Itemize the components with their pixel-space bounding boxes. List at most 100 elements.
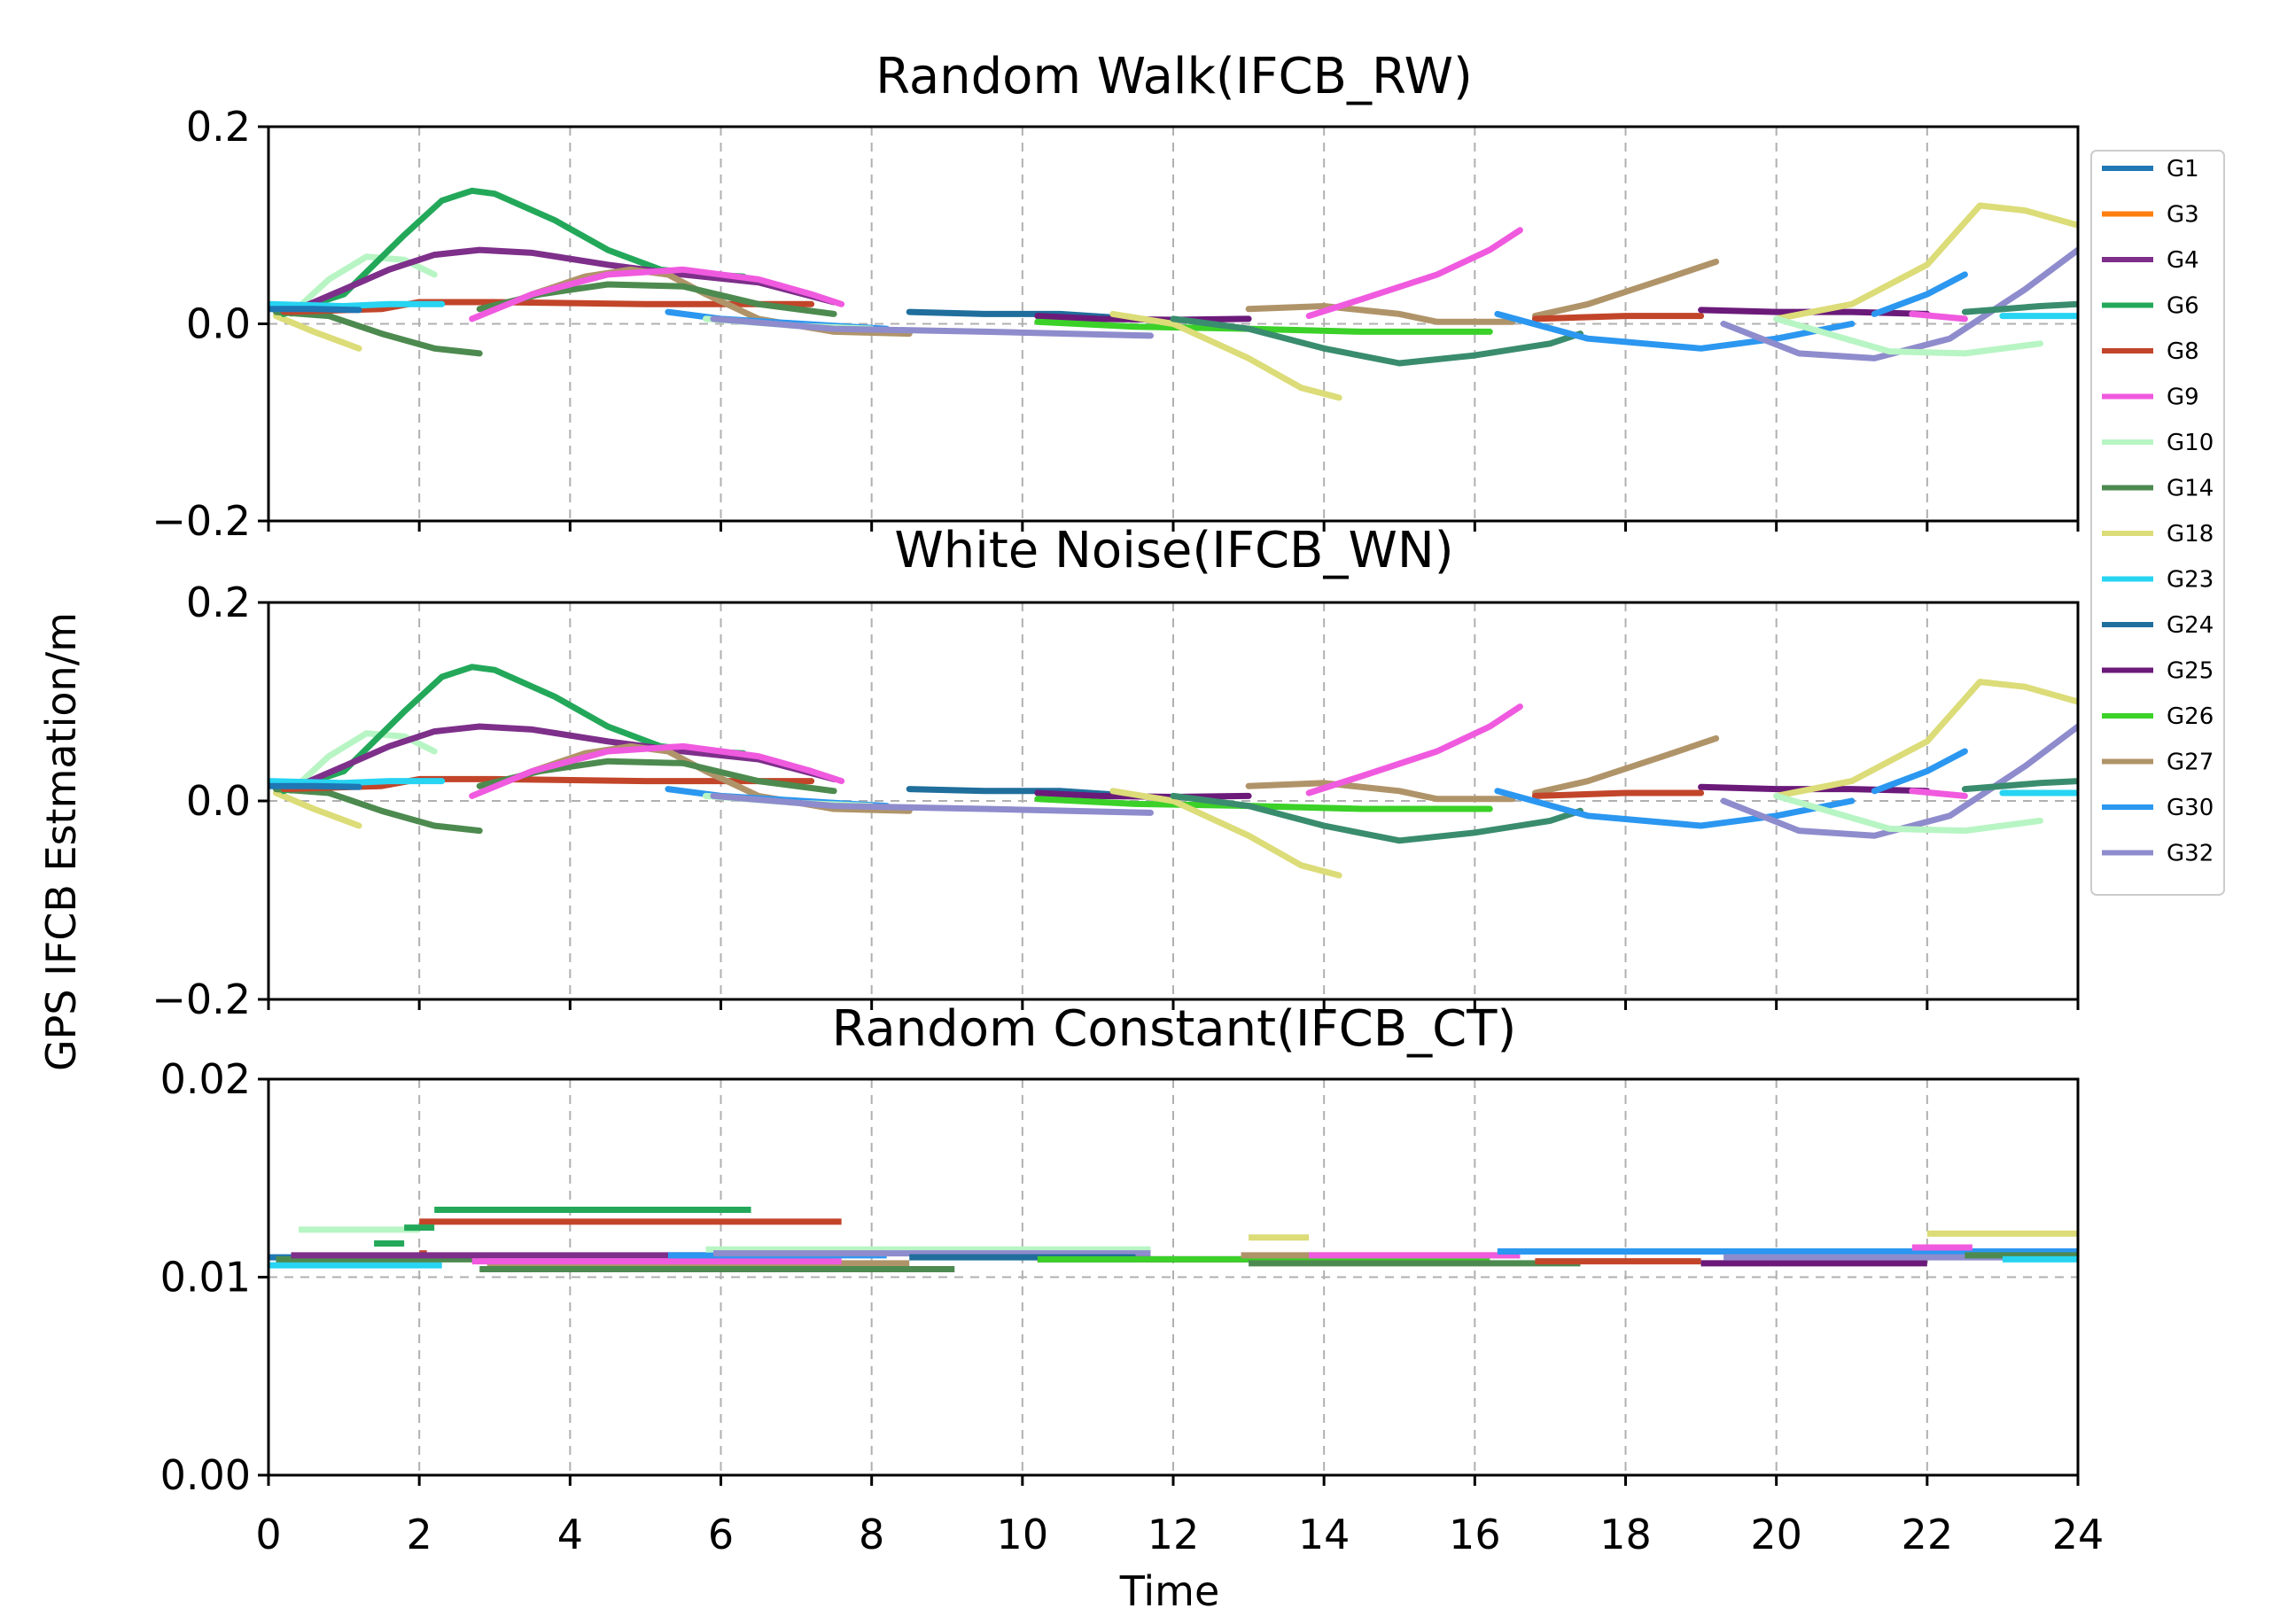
y-tick-label: 0.01 <box>160 1254 251 1302</box>
series-g27-line <box>1531 734 1720 796</box>
series-g1-line <box>268 306 362 314</box>
legend-item-g6: G6 <box>2102 293 2199 320</box>
legend-label: G18 <box>2167 521 2214 548</box>
x-tick-label: 24 <box>2052 1511 2105 1558</box>
x-tick-labels: 0 2 4 6 8 10 12 14 16 18 20 22 24 <box>255 1511 2104 1558</box>
legend-label: G27 <box>2167 750 2214 776</box>
panel-1: 0.2 0.0 −0.2 <box>152 103 2080 545</box>
legend-label: G32 <box>2167 841 2214 867</box>
legend-box <box>2090 150 2225 896</box>
series-g18-line <box>1773 679 2078 799</box>
legend-item-g27: G27 <box>2102 750 2214 776</box>
series-g27-line <box>1531 258 1720 320</box>
plot-panels: 0.2 0.0 −0.2 0.2 0.0 −0.2 0.02 0.01 0.00 <box>152 103 2080 1499</box>
panel-2: 0.2 0.0 −0.2 <box>152 579 2080 1023</box>
legend-item-g4: G4 <box>2102 247 2199 274</box>
legend: G1 G3 G4 G6 G8 G9 G10 G14 G18 G23 G24 G25 G26 G27 G30 G… <box>2090 150 2225 896</box>
legend-item-g32: G32 <box>2102 841 2214 867</box>
panel-2-data <box>268 664 2078 879</box>
legend-label: G10 <box>2167 430 2214 456</box>
series-g1-line <box>268 782 362 790</box>
series-g9-line <box>1305 703 1523 796</box>
legend-label: G30 <box>2167 795 2214 821</box>
legend-item-g25: G25 <box>2102 658 2214 685</box>
legend-item-g10: G10 <box>2102 430 2214 456</box>
legend-item-g23: G23 <box>2102 567 2214 594</box>
y-tick-label: 0.0 <box>186 300 251 348</box>
x-tick-label: 12 <box>1148 1511 1200 1558</box>
y-tick-label: 0.2 <box>186 579 251 626</box>
series-g9-line <box>1305 227 1523 320</box>
legend-label: G4 <box>2167 247 2199 274</box>
legend-label: G23 <box>2167 567 2214 594</box>
legend-item-g26: G26 <box>2102 703 2214 730</box>
panel-1-data <box>268 187 2078 401</box>
legend-label: G1 <box>2167 156 2199 183</box>
series-g9-line <box>1909 310 1968 322</box>
legend-label: G3 <box>2167 202 2199 229</box>
x-tick-label: 22 <box>1902 1511 1954 1558</box>
series-g14-line <box>273 308 483 357</box>
panel-1-title: Random Walk(IFCB_RW) <box>875 48 1473 105</box>
series-g14-line <box>1961 300 2078 315</box>
series-g14-line <box>273 786 483 835</box>
series-g9-line <box>1909 788 1968 799</box>
x-tick-label: 14 <box>1298 1511 1350 1558</box>
series-g18-line <box>273 313 362 352</box>
legend-label: G24 <box>2167 612 2214 639</box>
series-g9-line <box>469 266 845 322</box>
series-g30-line <box>1494 310 1856 352</box>
series-g9-line <box>469 742 845 799</box>
legend-item-g9: G9 <box>2102 385 2199 411</box>
series-g23-line <box>268 778 446 787</box>
x-tick-label: 20 <box>1750 1511 1802 1558</box>
series-g10-line <box>288 253 438 317</box>
x-tick-label: 4 <box>557 1511 583 1558</box>
x-tick-label: 2 <box>407 1511 432 1558</box>
series-g30-line <box>1494 788 1856 829</box>
x-axis-label: Time <box>1119 1567 1220 1615</box>
series-g10-line <box>1773 792 2043 835</box>
legend-item-g3: G3 <box>2102 202 2199 229</box>
series-g14-line <box>1170 315 1583 367</box>
series-g32-line <box>710 315 1154 339</box>
legend-label: G8 <box>2167 338 2199 365</box>
panel-3-data <box>268 1207 2078 1273</box>
legend-label: G26 <box>2167 703 2214 730</box>
legend-label: G14 <box>2167 476 2214 502</box>
series-g23-line <box>268 300 446 309</box>
legend-label: G9 <box>2167 385 2199 411</box>
series-g8-line <box>1531 313 1705 322</box>
legend-label: G25 <box>2167 658 2214 685</box>
series-g27-line <box>1245 303 1516 325</box>
series-g8-line <box>1531 789 1705 799</box>
series-g4-line <box>288 723 837 793</box>
series-g27-line <box>1245 780 1516 803</box>
series-g32-line <box>1720 246 2078 361</box>
y-tick-label: −0.2 <box>152 497 251 545</box>
legend-item-g8: G8 <box>2102 338 2199 365</box>
x-tick-label: 0 <box>255 1511 281 1558</box>
series-g10-line <box>1773 315 2043 357</box>
x-tick-label: 10 <box>997 1511 1049 1558</box>
series-g30-line <box>1871 271 1968 317</box>
series-g10-line <box>288 730 438 795</box>
y-tick-label: 0.2 <box>186 103 251 151</box>
series-g18-line <box>1109 788 1342 879</box>
legend-item-g30: G30 <box>2102 795 2214 821</box>
series-g32-line <box>710 792 1154 816</box>
series-g18-line <box>1773 202 2078 322</box>
x-tick-label: 18 <box>1599 1511 1652 1558</box>
series-g14-line <box>1961 778 2078 793</box>
y-tick-label: 0.0 <box>186 777 251 825</box>
y-axis-label: GPS IFCB Estmation/m <box>37 612 85 1071</box>
legend-item-g1: G1 <box>2102 156 2199 183</box>
y-tick-label: 0.00 <box>160 1451 251 1499</box>
panel-3: 0.02 0.01 0.00 <box>160 1055 2080 1499</box>
x-tick-label: 6 <box>708 1511 734 1558</box>
series-g14-line <box>1170 792 1583 844</box>
series-g18-line <box>1109 310 1342 401</box>
series-g4-line <box>288 246 837 315</box>
y-tick-label: −0.2 <box>152 975 251 1023</box>
